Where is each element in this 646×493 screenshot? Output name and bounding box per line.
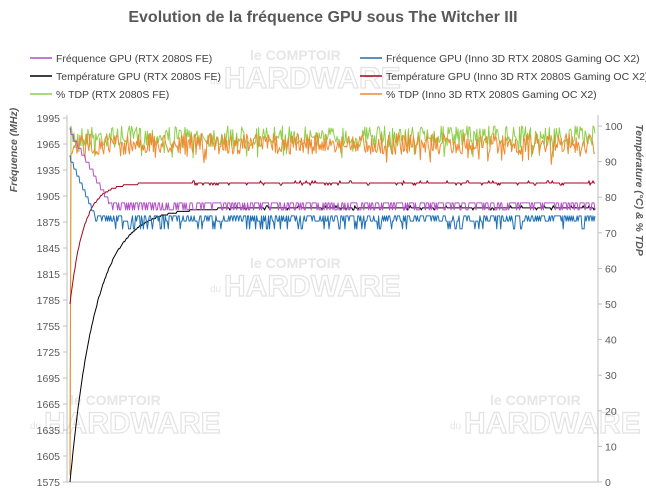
left-ticks: 1995 1965 1935 1905 1875 1845 1815 1785 1755 1725…	[37, 113, 67, 489]
watermark-line2: HARDWARE	[224, 270, 401, 303]
legend-entry: % TDP (Inno 3D RTX 2080S Gaming OC X2)	[360, 89, 597, 101]
legend-label: Fréquence GPU (RTX 2080S FE)	[56, 53, 212, 65]
watermark: le COMPTOIR du HARDWARE	[30, 392, 221, 441]
series-line-tdp-4	[69, 125, 596, 475]
series-line-freq-0	[69, 127, 596, 211]
watermark-du: du	[450, 421, 461, 432]
legend: Fréquence GPU (RTX 2080S FE) Fréquence GP…	[30, 53, 646, 101]
y2-tick-label: 90	[605, 157, 617, 169]
y-tick-label: 1725	[37, 347, 61, 359]
series-line-tdp-5	[69, 132, 596, 475]
series-line-temp-3	[69, 180, 595, 305]
y-tick-label: 1935	[37, 165, 61, 177]
watermark-line2: HARDWARE	[44, 407, 221, 440]
y-tick-label: 1635	[37, 425, 61, 437]
y2-tick-label: 70	[605, 228, 617, 240]
y-tick-label: 1845	[37, 243, 61, 255]
y2-tick-label: 50	[605, 299, 617, 311]
chart-title: Evolution de la fréquence GPU sous The W…	[128, 9, 517, 26]
plot-area: 1995 1965 1935 1905 1875 1845 1815 1785 1755 1725…	[37, 113, 623, 489]
legend-label: % TDP (RTX 2080S FE)	[56, 89, 169, 101]
y-tick-label: 1995	[37, 113, 61, 125]
legend-entry: Fréquence GPU (Inno 3D RTX 2080S Gaming …	[360, 53, 640, 65]
watermark-du: du	[30, 421, 41, 432]
y-tick-label: 1695	[37, 373, 61, 385]
y-tick-label: 1605	[37, 451, 61, 463]
y2-tick-label: 30	[605, 370, 617, 382]
y2-tick-label: 60	[605, 263, 617, 275]
y2-tick-label: 10	[605, 441, 617, 453]
y2-tick-label: 80	[605, 192, 617, 204]
watermark-line1: le COMPTOIR	[250, 47, 341, 63]
y-tick-label: 1965	[37, 139, 61, 151]
series-group	[69, 125, 596, 483]
y-axis-label: Fréquence (MHz)	[8, 107, 20, 192]
legend-entry: Température GPU (RTX 2080S FE)	[30, 71, 221, 83]
watermark-line1: le COMPTOIR	[70, 392, 161, 408]
watermark-line1: le COMPTOIR	[490, 392, 581, 408]
legend-label: Fréquence GPU (Inno 3D RTX 2080S Gaming …	[386, 53, 640, 65]
watermark-line2: HARDWARE	[224, 62, 401, 95]
legend-entry: % TDP (RTX 2080S FE)	[30, 89, 169, 101]
y-tick-label: 1875	[37, 217, 61, 229]
legend-label: Température GPU (RTX 2080S FE)	[56, 71, 221, 83]
series-line-freq-1	[69, 155, 596, 230]
watermark-du: du	[210, 76, 221, 87]
legend-entry: Température GPU (Inno 3D RTX 2080S Gamin…	[360, 71, 646, 83]
watermark-du: du	[210, 284, 221, 295]
watermark: le COMPTOIR du HARDWARE	[450, 392, 641, 441]
legend-entry: Fréquence GPU (RTX 2080S FE)	[30, 53, 212, 65]
y-tick-label: 1905	[37, 191, 61, 203]
watermark-line2: HARDWARE	[464, 407, 641, 440]
y2-tick-label: 40	[605, 335, 617, 347]
legend-label: % TDP (Inno 3D RTX 2080S Gaming OC X2)	[386, 89, 597, 101]
y2-tick-label: 20	[605, 406, 617, 418]
watermark-line1: le COMPTOIR	[250, 255, 341, 271]
series-line-temp-2	[69, 205, 596, 483]
y2-tick-label: 100	[605, 121, 623, 133]
watermark: le COMPTOIR du HARDWARE	[210, 255, 401, 304]
y2-axis-label: Température (°C) & % TDP	[633, 124, 645, 257]
y2-tick-label: 0	[605, 477, 611, 489]
y-tick-label: 1785	[37, 295, 61, 307]
y-tick-label: 1815	[37, 269, 61, 281]
legend-label: Température GPU (Inno 3D RTX 2080S Gamin…	[386, 71, 646, 83]
y-tick-label: 1665	[37, 399, 61, 411]
y-tick-label: 1575	[37, 477, 61, 489]
watermark: le COMPTOIR du HARDWARE	[210, 47, 401, 96]
y-tick-label: 1755	[37, 321, 61, 333]
